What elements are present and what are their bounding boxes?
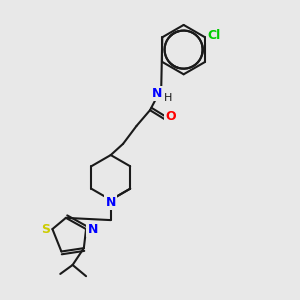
Text: H: H [164,93,172,103]
Text: O: O [165,110,175,123]
Text: S: S [41,223,50,236]
Text: Cl: Cl [207,28,220,41]
Text: N: N [106,196,116,209]
Text: N: N [88,223,98,236]
Text: N: N [152,87,162,100]
